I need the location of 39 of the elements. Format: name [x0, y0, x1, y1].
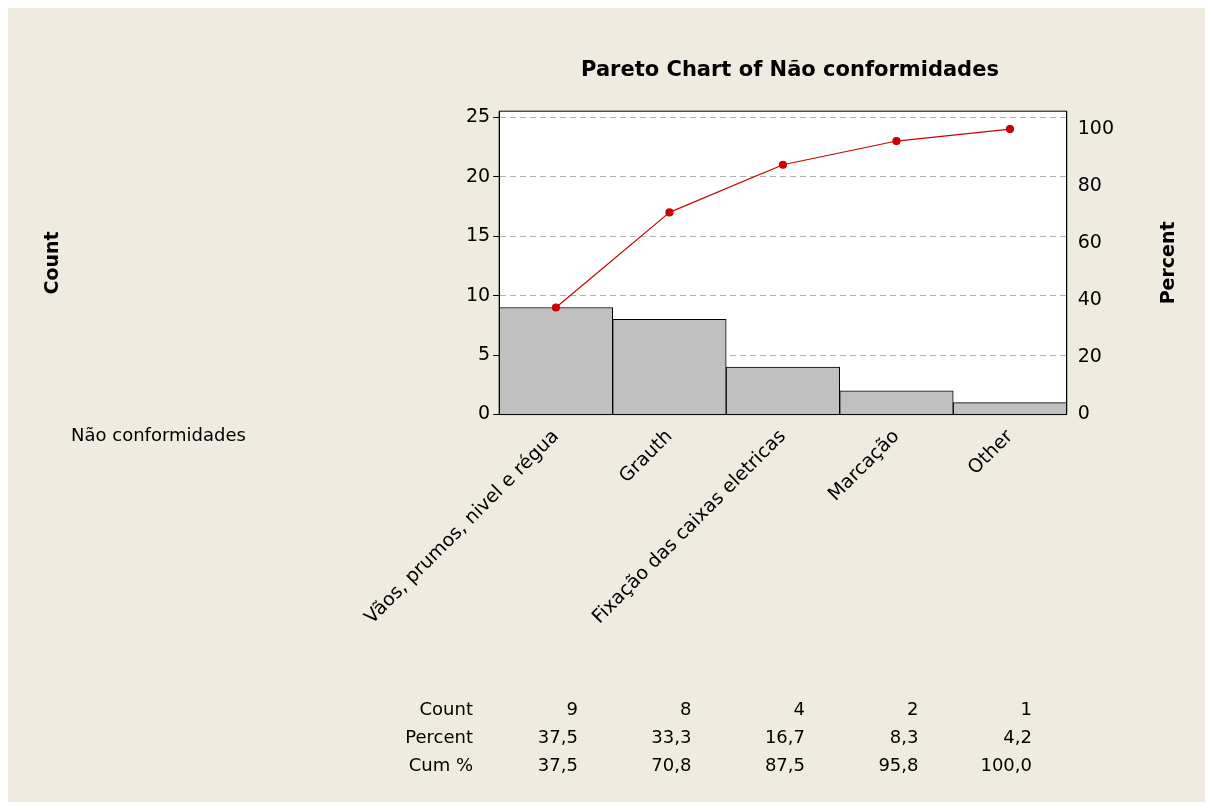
- y2-tick-label: 100: [1077, 115, 1114, 138]
- data-label: 4: [793, 697, 805, 719]
- point: [1005, 124, 1015, 134]
- y-tick-label: 10: [465, 282, 491, 305]
- y2-tick-label: 20: [1077, 344, 1102, 367]
- y2-tick-label: 80: [1077, 173, 1102, 196]
- point: [892, 136, 901, 146]
- text: Count: [39, 231, 62, 295]
- text: Percent: [405, 725, 473, 747]
- point: [778, 160, 788, 169]
- text: Cum %: [408, 753, 473, 775]
- text: 33,3: [651, 725, 692, 747]
- text: 37,5: [537, 725, 578, 747]
- text: Não conformidades: [71, 424, 246, 446]
- text: Count: [419, 697, 473, 719]
- text: 16,7: [764, 725, 805, 747]
- y2-tick-label: 0: [1077, 401, 1090, 424]
- y2-tick-label: 40: [1077, 287, 1102, 310]
- y-tick-label: 20: [465, 163, 491, 186]
- y-tick-label: 5: [478, 342, 491, 365]
- data-label: 8: [679, 697, 692, 719]
- text: 4,2: [1003, 725, 1032, 747]
- data-label: 9: [566, 697, 578, 719]
- chart-title: Pareto Chart of Não conformidades: [581, 57, 999, 82]
- data-label: 1: [1020, 697, 1032, 719]
- y2-tick-label: 60: [1077, 230, 1102, 253]
- data-label: 37,5: [537, 753, 578, 775]
- data-label: 87,5: [764, 753, 805, 775]
- point: [551, 303, 561, 312]
- y-tick-label: 15: [465, 223, 491, 246]
- y2-axis-title: Percent: [1155, 221, 1178, 305]
- data-label: 70,8: [651, 753, 692, 775]
- text: 8,3: [889, 725, 919, 747]
- y-tick-label: 0: [478, 401, 491, 424]
- data-label: 2: [907, 697, 919, 719]
- data-label: 95,8: [878, 753, 919, 775]
- point: [665, 208, 674, 217]
- y-tick-label: 25: [465, 104, 491, 127]
- data-label: 100,0: [980, 753, 1032, 775]
